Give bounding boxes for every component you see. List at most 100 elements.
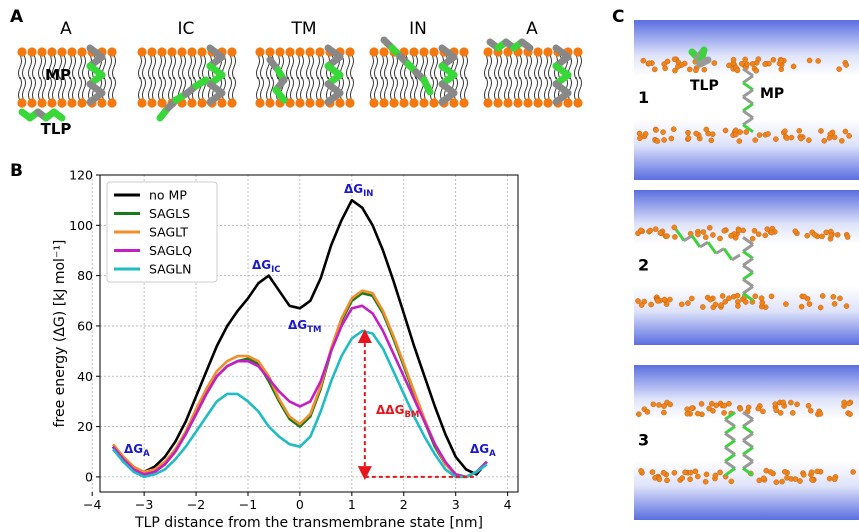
lipid-head	[379, 98, 389, 108]
phosphate	[695, 231, 701, 238]
state-label: IC	[178, 19, 195, 39]
snapshot-label: 1	[638, 88, 649, 107]
snapshot-label: 2	[638, 256, 649, 275]
phosphate	[815, 58, 821, 64]
lipid-tail	[384, 54, 388, 80]
helix-segment	[272, 86, 288, 104]
lipid-tail	[256, 76, 260, 102]
lipid-tail	[350, 76, 354, 102]
phosphate	[745, 404, 752, 411]
peptide-stick	[715, 247, 725, 255]
lipid-tail	[32, 54, 36, 80]
phosphate	[648, 301, 654, 308]
lipid-tail	[400, 76, 404, 102]
phosphate	[734, 292, 741, 299]
peptide-stick	[724, 439, 736, 449]
peptide-stick	[742, 257, 754, 267]
phosphate	[675, 63, 681, 70]
plot-frame	[99, 174, 519, 493]
lipid-head	[305, 98, 315, 108]
phosphate	[652, 226, 659, 232]
lipid-head	[335, 98, 345, 108]
peptide-stick	[742, 109, 754, 120]
phosphate	[798, 303, 805, 310]
phosphate	[703, 126, 710, 133]
legend-label: SAGLT	[149, 225, 188, 240]
lipid-tail	[62, 76, 66, 102]
lipid-head	[227, 47, 237, 57]
phosphate	[695, 473, 701, 480]
phosphate	[742, 299, 749, 305]
phosphate	[654, 138, 661, 144]
lipid-head	[265, 47, 275, 57]
phosphate	[661, 403, 667, 409]
phosphate	[642, 131, 649, 137]
phosphate	[801, 293, 807, 300]
lipid-tail	[62, 54, 66, 80]
phosphate	[735, 303, 741, 309]
phosphate	[743, 129, 749, 135]
peptide-stick	[742, 432, 754, 442]
phosphate	[712, 472, 719, 479]
annotation-sub: BM	[404, 410, 419, 420]
annotation-text: ΔG	[124, 442, 143, 456]
annotation-sub: A	[143, 449, 150, 459]
lipid-tail	[534, 54, 538, 80]
peptide-stick	[742, 81, 754, 92]
lipid-tail	[58, 76, 62, 102]
lipid-tail	[434, 54, 438, 80]
panel-label: B	[10, 161, 23, 181]
phosphate	[790, 63, 797, 70]
phosphate	[798, 135, 804, 142]
phosphate	[703, 471, 710, 478]
x-tick-label: −2	[187, 497, 205, 512]
lipid-tail	[484, 76, 488, 102]
peptide-stick	[724, 467, 736, 477]
lipid-head	[27, 98, 37, 108]
phosphate	[819, 233, 825, 240]
lipid-head	[157, 98, 167, 108]
phosphate	[773, 479, 780, 486]
lipid-head	[67, 47, 77, 57]
lipid-tail	[384, 76, 388, 102]
phosphate	[726, 400, 732, 407]
lipid-tail	[188, 54, 192, 80]
lipid-head	[429, 98, 439, 108]
phosphate	[768, 293, 775, 300]
lipid-tail	[340, 76, 344, 102]
lipid-head	[47, 47, 57, 57]
phosphate	[760, 475, 767, 482]
phosphate	[823, 229, 830, 236]
annotation: ΔGA	[124, 442, 150, 459]
lipid-tail	[424, 54, 428, 80]
phosphate	[817, 411, 824, 417]
peptide-stick	[742, 264, 754, 274]
peptide-stick	[742, 411, 754, 421]
phosphate	[734, 67, 741, 74]
phosphate	[722, 127, 729, 134]
x-axis-label: TLP distance from the transmembrane stat…	[134, 515, 483, 531]
y-axis-label: free energy (ΔG) [kJ mol⁻¹]	[52, 240, 68, 428]
phosphate	[671, 224, 678, 231]
lipid-tail	[82, 54, 86, 80]
peptide-stick	[742, 74, 754, 85]
peptide-stick	[690, 234, 702, 248]
lipid-tail	[182, 54, 186, 80]
x-tick-label: −1	[239, 497, 257, 512]
phosphate	[710, 232, 716, 238]
phosphate	[784, 135, 790, 141]
lipid-head	[77, 47, 87, 57]
lipid-tail	[370, 54, 374, 80]
phosphate	[657, 230, 664, 236]
lipid-head	[137, 47, 147, 57]
lipid-tail	[68, 76, 72, 102]
lipid-tail	[48, 54, 52, 80]
lipid-head	[573, 47, 583, 57]
phosphate	[692, 468, 699, 475]
peptide-stick	[724, 432, 736, 442]
lipid-tail	[534, 76, 538, 102]
phosphate	[831, 301, 838, 307]
lipid-tail	[394, 54, 398, 80]
lipid-tail	[168, 54, 172, 80]
